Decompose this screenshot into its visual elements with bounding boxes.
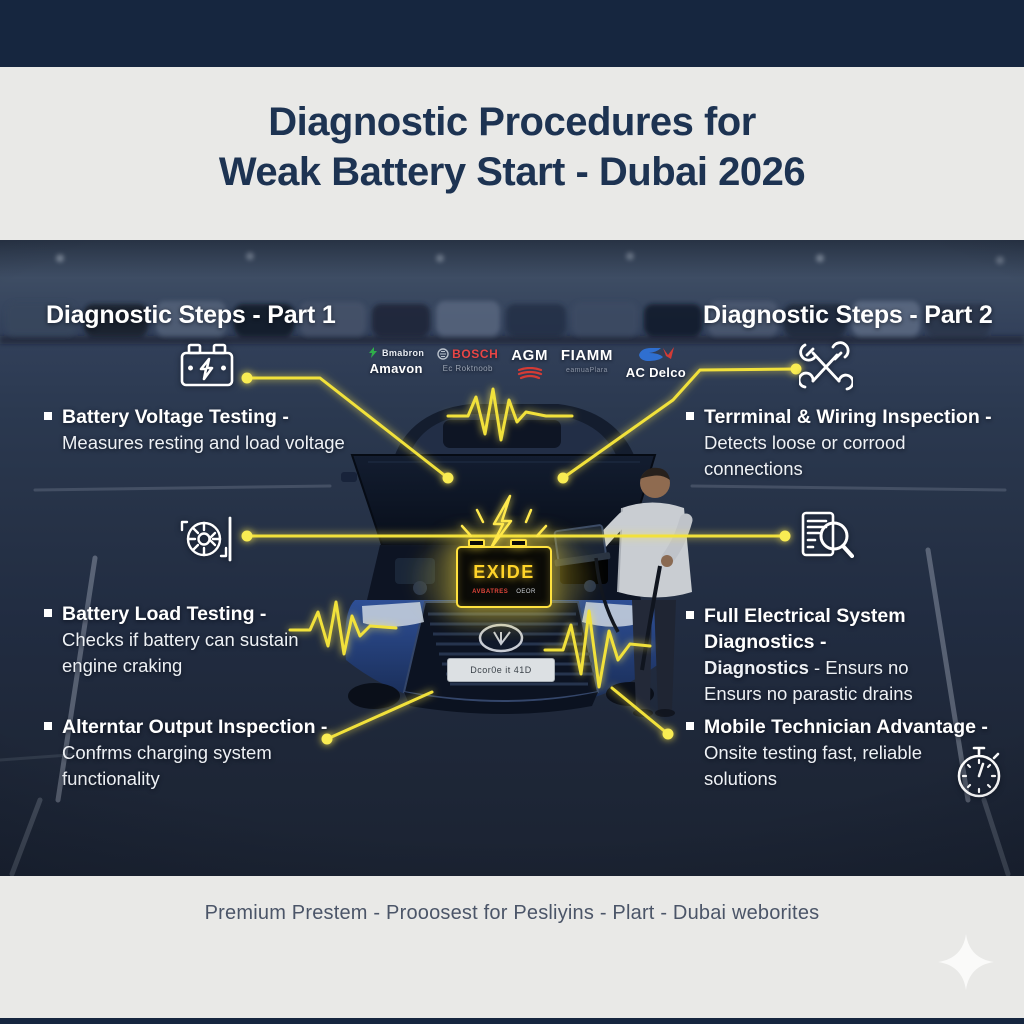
part2-heading: Diagnostic Steps - Part 2: [703, 300, 993, 329]
step-desc-line: solutions: [704, 768, 778, 789]
brand-fiamm-subtext: eamuaPlara: [566, 367, 608, 374]
agm-squiggle-icon: [517, 367, 542, 380]
top-navy-bar: [0, 0, 1024, 67]
step-mobile-technician-advantage: Mobile Technician Advantage - Onsite tes…: [686, 714, 1006, 792]
connector-dots: [241, 363, 802, 745]
battery-terminal: [468, 539, 485, 547]
step-title: Alterntar Output Inspection -: [62, 716, 328, 738]
bullet-square: [44, 722, 52, 730]
page-title-line2: Weak Battery Start - Dubai 2026: [218, 150, 806, 194]
crossed-wrenches-icon: [799, 341, 853, 393]
license-plate: Dcor0e it 41D: [447, 658, 555, 682]
brand-bosch-wordmark: BOSCH: [452, 347, 499, 361]
step-full-electrical-system-diagnostics: Full Electrical System Diagnostics - Dia…: [686, 603, 1006, 707]
bosch-circle-icon: [437, 348, 449, 360]
bullet-square: [686, 412, 694, 420]
photo-section: Diagnostic Steps - Part 1 Diagnostic Ste…: [0, 240, 1024, 876]
step-desc-line: engine craking: [62, 655, 183, 676]
sparkle-icon: [938, 934, 994, 990]
step-desc-line: Measures resting and load voltage: [62, 432, 345, 453]
brand-bosch: BOSCH Ec Roktnoob: [437, 347, 498, 373]
car-battery-icon: [178, 340, 236, 390]
brand-fiamm: FIAMM eamuaPlara: [561, 347, 613, 374]
brand-agm: AGM: [511, 347, 548, 380]
title-section: Diagnostic Procedures for Weak Battery S…: [0, 67, 1024, 240]
footer-section: Premium Prestem - Prooosest for Pesliyin…: [0, 876, 1024, 1018]
brand-amaron-label: Amavon: [369, 361, 423, 376]
step-desc-bold: Diagnostics: [704, 657, 809, 678]
step-battery-voltage-testing: Battery Voltage Testing - Measures resti…: [44, 404, 364, 456]
step-title: Terrminal & Wiring Inspection -: [704, 406, 992, 428]
footer-tagline: Premium Prestem - Prooosest for Pesliyin…: [204, 902, 820, 924]
step-desc-line: Detects loose or corrood connections: [704, 432, 906, 479]
bottom-navy-bar: [0, 1018, 1024, 1024]
step-desc-line: Ensurs no parastic drains: [704, 683, 913, 704]
step-title: Battery Load Testing -: [62, 603, 267, 625]
battery-subtext-right: OEOR: [516, 589, 536, 595]
step-desc-line: Confrms charging system: [62, 742, 272, 763]
battery-brand-logos: Bmabron Amavon BOSCH Ec Roktnoob AGM: [368, 347, 686, 380]
step-title: Battery Voltage Testing -: [62, 406, 289, 428]
step-desc-line: Diagnostics - Ensurs no: [704, 655, 1006, 681]
step-alternator-output-inspection: Alterntar Output Inspection - Confrms ch…: [44, 714, 364, 792]
pulse-waveforms: [288, 387, 652, 689]
bullet-square: [686, 611, 694, 619]
step-desc-line: Onsite testing fast, reliable: [704, 742, 922, 763]
bullet-square: [686, 722, 694, 730]
amaron-bolt-icon: [369, 347, 377, 358]
bullet-square: [44, 412, 52, 420]
bullet-square: [44, 609, 52, 617]
brand-agm-label: AGM: [511, 347, 549, 364]
battery-brand-label: EXIDE: [473, 562, 535, 582]
report-magnifier-icon: [797, 509, 855, 565]
brand-bosch-subtext: Ec Roktnoob: [442, 364, 493, 373]
step-desc-rest: - Ensurs no: [808, 657, 909, 678]
brand-fiamm-label: FIAMM: [560, 347, 613, 364]
step-battery-load-testing: Battery Load Testing - Checks if battery…: [44, 601, 364, 679]
step-title: Mobile Technician Advantage -: [704, 716, 988, 738]
brand-acdelco: AC Delco: [626, 347, 686, 380]
acdelco-logo-icon: [638, 347, 674, 361]
brand-amaron: Bmabron Amavon: [368, 347, 424, 376]
brand-acdelco-label: AC Delco: [625, 365, 686, 380]
connector-lines: [245, 367, 798, 741]
distant-cars: [0, 252, 1024, 344]
step-desc-line: Checks if battery can sustain: [62, 629, 299, 650]
battery-subtext-left: AVBATRES: [472, 589, 509, 595]
step-terminal-wiring-inspection: Terrminal & Wiring Inspection - Detects …: [686, 404, 1006, 482]
part1-heading: Diagnostic Steps - Part 1: [46, 300, 336, 329]
battery-terminal: [510, 539, 527, 547]
stopwatch-icon: [954, 744, 1004, 800]
alternator-gear-icon: [178, 510, 238, 568]
step-title: Full Electrical System Diagnostics -: [704, 605, 906, 653]
brand-amaron-wordmark: Bmabron: [382, 347, 425, 358]
page-title-line1: Diagnostic Procedures for: [268, 100, 756, 144]
step-desc-line: functionality: [62, 768, 160, 789]
exide-battery: EXIDE AVBATRES OEOR: [456, 539, 552, 608]
parking-lines: [0, 484, 1011, 876]
